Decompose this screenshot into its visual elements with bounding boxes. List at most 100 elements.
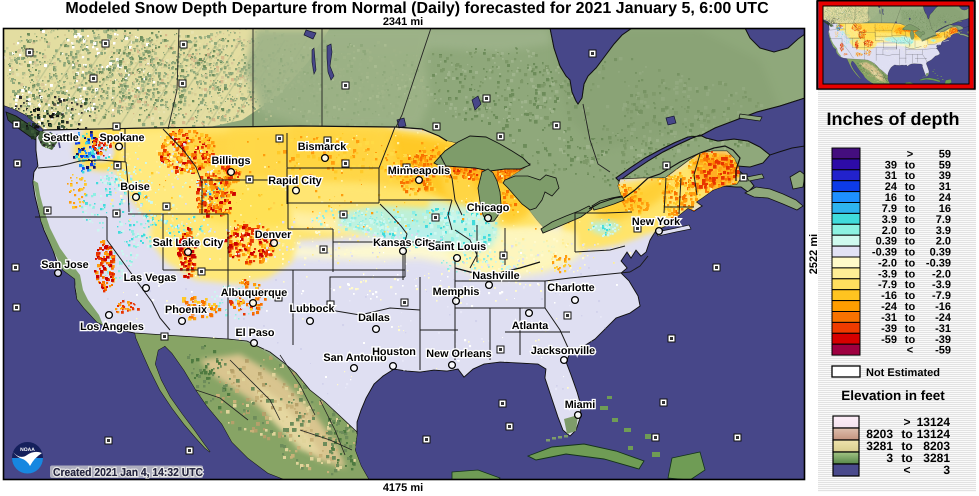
svg-text:-39: -39 — [935, 334, 951, 346]
svg-text:-7.9: -7.9 — [932, 290, 951, 302]
svg-text:16: 16 — [885, 192, 897, 204]
svg-text:Jacksonville: Jacksonville — [531, 345, 595, 357]
svg-text:New York: New York — [632, 216, 681, 228]
svg-text:<: < — [907, 345, 913, 357]
svg-text:39: 39 — [885, 159, 897, 171]
svg-text:0.39: 0.39 — [876, 236, 897, 248]
svg-text:2341 mi: 2341 mi — [383, 16, 423, 28]
svg-text:Phoenix: Phoenix — [165, 304, 207, 316]
svg-text:Elevation in feet: Elevation in feet — [841, 388, 945, 403]
svg-text:13124: 13124 — [917, 427, 951, 441]
svg-text:-39: -39 — [881, 323, 897, 335]
svg-text:to: to — [905, 257, 916, 269]
svg-text:to: to — [905, 203, 916, 215]
svg-text:Kansas City: Kansas City — [373, 237, 435, 249]
svg-text:to: to — [901, 427, 912, 441]
svg-text:Miami: Miami — [565, 399, 596, 411]
svg-text:Miami: Miami — [565, 399, 596, 411]
svg-text:to: to — [905, 236, 916, 248]
svg-text:Created 2021 Jan 4, 14:32 UTC: Created 2021 Jan 4, 14:32 UTC — [53, 467, 203, 479]
svg-text:-31: -31 — [935, 323, 951, 335]
svg-text:-16: -16 — [881, 290, 897, 302]
svg-text:-59: -59 — [881, 334, 897, 346]
svg-text:NOAA: NOAA — [20, 447, 35, 453]
svg-text:3.9: 3.9 — [882, 214, 897, 226]
svg-text:Nashville: Nashville — [472, 270, 519, 282]
svg-text:Seattle: Seattle — [43, 132, 78, 144]
svg-text:-3.9: -3.9 — [932, 279, 951, 291]
svg-text:>: > — [907, 148, 913, 160]
svg-text:to: to — [905, 301, 916, 313]
svg-text:39: 39 — [939, 170, 951, 182]
svg-text:2522 mi: 2522 mi — [808, 234, 820, 274]
svg-text:Boise: Boise — [120, 181, 149, 193]
svg-text:Chicago: Chicago — [467, 202, 510, 214]
svg-text:-0.39: -0.39 — [872, 247, 897, 259]
svg-text:2.0: 2.0 — [936, 236, 951, 248]
svg-text:8203: 8203 — [923, 439, 950, 453]
svg-text:8203: 8203 — [866, 427, 893, 441]
svg-text:3281: 3281 — [923, 451, 950, 465]
svg-text:New Orleans: New Orleans — [426, 348, 491, 360]
svg-text:-24: -24 — [881, 301, 898, 313]
svg-text:Phoenix: Phoenix — [165, 304, 207, 316]
svg-text:New Orleans: New Orleans — [426, 348, 491, 360]
svg-text:to: to — [905, 192, 916, 204]
svg-text:4175 mi: 4175 mi — [383, 482, 423, 494]
svg-text:Jacksonville: Jacksonville — [531, 345, 595, 357]
svg-text:Not Estimated: Not Estimated — [866, 367, 940, 379]
svg-text:Bismarck: Bismarck — [298, 141, 348, 153]
svg-text:-16: -16 — [935, 301, 951, 313]
svg-text:Albuquerque: Albuquerque — [221, 287, 288, 299]
svg-text:24: 24 — [885, 181, 898, 193]
svg-text:Bismarck: Bismarck — [298, 141, 348, 153]
svg-text:Los Angeles: Los Angeles — [80, 321, 144, 333]
svg-text:Lubbock: Lubbock — [290, 303, 336, 315]
svg-text:Dallas: Dallas — [358, 312, 390, 324]
svg-text:Spokane: Spokane — [99, 132, 144, 144]
svg-text:Houston: Houston — [372, 346, 416, 358]
svg-text:Dallas: Dallas — [358, 312, 390, 324]
svg-text:13124: 13124 — [917, 415, 951, 429]
svg-text:El Paso: El Paso — [235, 327, 274, 339]
svg-text:-24: -24 — [935, 312, 952, 324]
svg-text:-59: -59 — [935, 345, 951, 357]
svg-text:San Jose: San Jose — [41, 259, 88, 271]
svg-text:Saint Louis: Saint Louis — [428, 241, 486, 253]
svg-text:59: 59 — [939, 148, 951, 160]
svg-text:Los Angeles: Los Angeles — [80, 321, 144, 333]
svg-text:Saint Louis: Saint Louis — [428, 241, 486, 253]
svg-text:New York: New York — [632, 216, 681, 228]
svg-text:Seattle: Seattle — [43, 132, 78, 144]
svg-text:Memphis: Memphis — [433, 286, 480, 298]
svg-text:<: < — [903, 463, 910, 477]
svg-text:to: to — [905, 290, 916, 302]
svg-text:24: 24 — [939, 192, 952, 204]
svg-text:31: 31 — [885, 170, 897, 182]
svg-text:-3.9: -3.9 — [878, 268, 897, 280]
svg-text:3.9: 3.9 — [936, 225, 951, 237]
svg-text:Memphis: Memphis — [433, 286, 480, 298]
svg-text:Salt Lake City: Salt Lake City — [153, 237, 224, 249]
svg-text:to: to — [905, 323, 916, 335]
svg-text:Rapid City: Rapid City — [268, 175, 321, 187]
svg-text:to: to — [901, 439, 912, 453]
svg-text:Charlotte: Charlotte — [547, 282, 594, 294]
svg-text:Albuquerque: Albuquerque — [221, 287, 288, 299]
svg-text:Modeled Snow Depth Departure f: Modeled Snow Depth Departure from Normal… — [65, 0, 769, 17]
svg-text:San Antonio: San Antonio — [323, 352, 387, 364]
svg-text:San Antonio: San Antonio — [323, 352, 387, 364]
svg-text:to: to — [905, 159, 916, 171]
svg-text:Billings: Billings — [212, 155, 251, 167]
svg-text:7.9: 7.9 — [882, 203, 897, 215]
svg-text:Rapid City: Rapid City — [268, 175, 321, 187]
svg-text:to: to — [901, 451, 912, 465]
svg-text:to: to — [905, 268, 916, 280]
svg-text:Las Vegas: Las Vegas — [124, 272, 177, 284]
svg-text:Kansas City: Kansas City — [373, 237, 435, 249]
svg-text:Denver: Denver — [255, 229, 292, 241]
svg-text:Minneapolis: Minneapolis — [388, 165, 450, 177]
svg-text:to: to — [905, 334, 916, 346]
svg-text:2.0: 2.0 — [882, 225, 897, 237]
svg-text:Atlanta: Atlanta — [512, 320, 550, 332]
